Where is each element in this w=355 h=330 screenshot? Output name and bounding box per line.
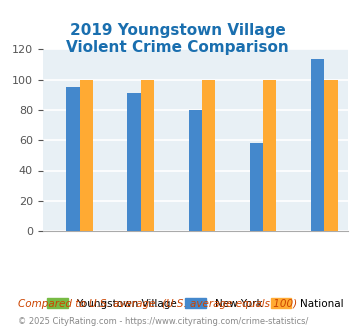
Text: © 2025 CityRating.com - https://www.cityrating.com/crime-statistics/: © 2025 CityRating.com - https://www.city… — [18, 317, 308, 326]
Text: Compared to U.S. average. (U.S. average equals 100): Compared to U.S. average. (U.S. average … — [18, 299, 297, 309]
Bar — [127, 93, 141, 231]
Bar — [263, 80, 277, 231]
Bar — [80, 80, 93, 231]
Text: 2019 Youngstown Village
Violent Crime Comparison: 2019 Youngstown Village Violent Crime Co… — [66, 23, 289, 55]
Bar — [189, 110, 202, 231]
Bar — [66, 87, 80, 231]
Bar — [202, 80, 215, 231]
Legend: Youngstown Village, New York, National: Youngstown Village, New York, National — [43, 294, 348, 313]
Bar — [250, 143, 263, 231]
Bar — [324, 80, 338, 231]
Bar — [311, 58, 324, 231]
Bar — [141, 80, 154, 231]
